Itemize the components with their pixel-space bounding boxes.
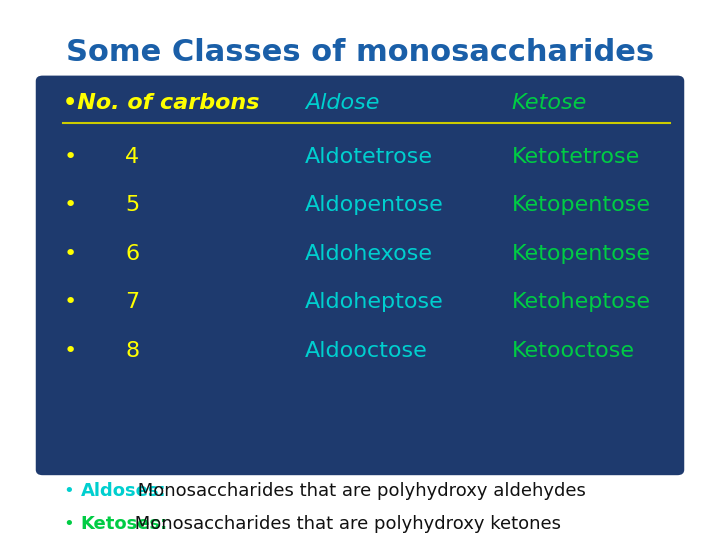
Text: 8: 8: [125, 341, 140, 361]
Text: 4: 4: [125, 146, 140, 167]
Text: Aldohexose: Aldohexose: [305, 244, 433, 264]
Text: 7: 7: [125, 292, 140, 313]
Text: Aldoheptose: Aldoheptose: [305, 292, 444, 313]
Text: •: •: [63, 482, 74, 501]
Text: •: •: [63, 195, 76, 215]
Text: Ketoheptose: Ketoheptose: [512, 292, 651, 313]
Text: Monosaccharides that are polyhydroxy aldehydes: Monosaccharides that are polyhydroxy ald…: [132, 482, 586, 501]
Text: 6: 6: [125, 244, 140, 264]
Text: Aldoses:: Aldoses:: [81, 482, 166, 501]
Text: •No. of carbons: •No. of carbons: [63, 92, 260, 113]
Text: Aldooctose: Aldooctose: [305, 341, 428, 361]
Text: Ketopentose: Ketopentose: [512, 244, 651, 264]
FancyBboxPatch shape: [36, 76, 684, 475]
Text: Ketotetrose: Ketotetrose: [512, 146, 640, 167]
Text: Monosaccharides that are polyhydroxy ketones: Monosaccharides that are polyhydroxy ket…: [129, 515, 561, 533]
Text: Aldose: Aldose: [305, 92, 379, 113]
Text: 5: 5: [125, 195, 140, 215]
Text: Aldopentose: Aldopentose: [305, 195, 444, 215]
Text: •: •: [63, 292, 76, 313]
Text: •: •: [63, 341, 76, 361]
Text: Ketopentose: Ketopentose: [512, 195, 651, 215]
Text: Some Classes of monosaccharides: Some Classes of monosaccharides: [66, 38, 654, 67]
Text: Aldotetrose: Aldotetrose: [305, 146, 433, 167]
Text: Ketose: Ketose: [512, 92, 587, 113]
Text: •: •: [63, 515, 74, 533]
Text: •: •: [63, 146, 76, 167]
Text: Ketooctose: Ketooctose: [512, 341, 635, 361]
Text: •: •: [63, 244, 76, 264]
Text: Ketoses:: Ketoses:: [81, 515, 168, 533]
